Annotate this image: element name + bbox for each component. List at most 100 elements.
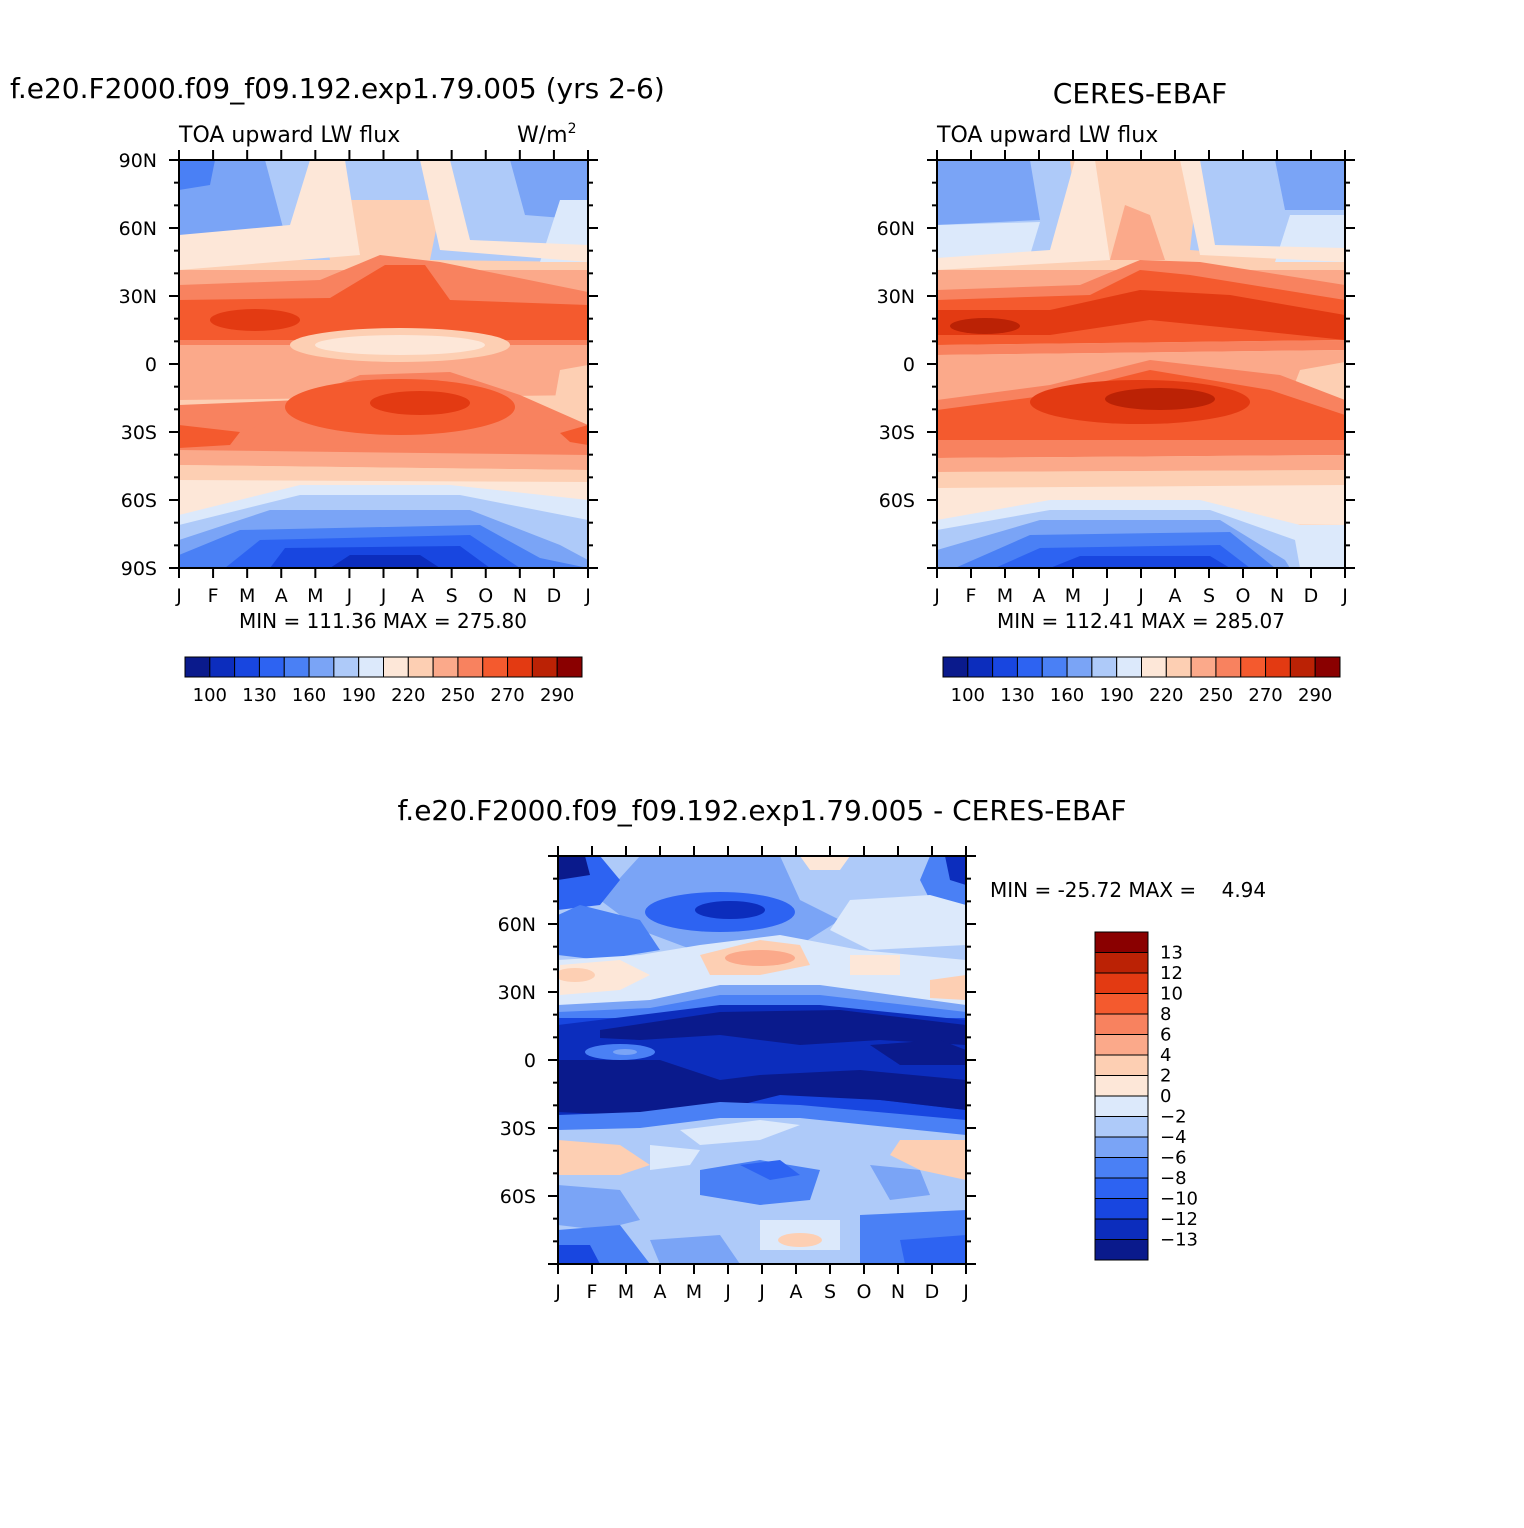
- panel-obs-colorbar: 100 130 160 190 220 250 270 290: [942, 656, 1341, 706]
- colorbar-label: 4: [1160, 1045, 1171, 1066]
- x-tick-label: J: [724, 1281, 731, 1303]
- x-tick-label: N: [1270, 585, 1284, 607]
- colorbar-swatch: [1066, 656, 1093, 678]
- colorbar-label: 8: [1160, 1004, 1171, 1025]
- colorbar-label: −4: [1160, 1127, 1187, 1148]
- colorbar-label: −13: [1160, 1230, 1198, 1251]
- x-tick-label: A: [275, 585, 288, 607]
- x-tick-label: J: [554, 1281, 561, 1303]
- colorbar-label: 130: [242, 685, 276, 706]
- panel-diff-y-ticks: 60N 30N 0 30S 60S: [498, 855, 976, 1265]
- colorbar-swatch: [1314, 656, 1341, 678]
- x-tick-label: N: [513, 585, 527, 607]
- y-tick-label: 0: [903, 354, 915, 376]
- panel-model-units: W/m2: [517, 121, 577, 148]
- panel-model-variable: TOA upward LW flux: [178, 123, 400, 148]
- x-tick-label: F: [208, 585, 219, 607]
- colorbar-swatch: [556, 656, 583, 678]
- colorbar-label: 160: [1050, 685, 1084, 706]
- colorbar-swatch: [1094, 931, 1149, 953]
- colorbar-swatch: [507, 656, 533, 678]
- x-tick-label: M: [307, 585, 323, 607]
- colorbar-swatch: [1190, 656, 1217, 678]
- x-tick-label: J: [584, 585, 591, 607]
- colorbar-label: 100: [951, 685, 985, 706]
- colorbar-swatch: [383, 656, 409, 678]
- colorbar-swatch: [1094, 993, 1149, 1015]
- colorbar-swatch: [308, 656, 335, 678]
- colorbar-swatch: [1094, 1157, 1149, 1179]
- y-tick-label: 30S: [879, 422, 915, 444]
- colorbar-label: −8: [1160, 1168, 1187, 1189]
- x-tick-label: M: [997, 585, 1013, 607]
- x-tick-label: M: [239, 585, 255, 607]
- colorbar-swatch: [1215, 656, 1242, 678]
- colorbar-swatch: [258, 656, 285, 678]
- colorbar-swatch: [992, 656, 1018, 678]
- x-tick-label: O: [478, 585, 493, 607]
- colorbar-label: 220: [391, 685, 425, 706]
- x-tick-label: J: [1103, 585, 1110, 607]
- x-tick-label: O: [857, 1281, 872, 1303]
- panel-model-title: f.e20.F2000.f09_f09.192.exp1.79.005 (yrs…: [10, 72, 665, 105]
- colorbar-label: 10: [1160, 984, 1183, 1005]
- x-tick-label: A: [411, 585, 424, 607]
- colorbar-swatch: [1094, 1218, 1149, 1240]
- colorbar-label: 220: [1149, 685, 1183, 706]
- colorbar-swatch: [1094, 1013, 1149, 1035]
- panel-obs-title: CERES-EBAF: [1053, 77, 1227, 110]
- colorbar-label: 100: [193, 685, 227, 706]
- colorbar-swatch: [1094, 1239, 1149, 1261]
- colorbar-swatch: [283, 656, 310, 678]
- colorbar-swatch: [333, 656, 360, 678]
- x-tick-label: F: [966, 585, 977, 607]
- colorbar-label: 270: [1248, 685, 1282, 706]
- colorbar-label: −2: [1160, 1107, 1187, 1128]
- y-tick-label: 60S: [879, 490, 915, 512]
- colorbar-label: 12: [1160, 963, 1183, 984]
- colorbar-swatch: [184, 656, 211, 678]
- x-tick-label: D: [1304, 585, 1319, 607]
- y-tick-label: 60N: [877, 218, 915, 240]
- y-tick-label: 30N: [119, 286, 157, 308]
- colorbar-swatch: [1094, 1095, 1149, 1117]
- colorbar-label: 190: [342, 685, 376, 706]
- x-tick-label: J: [175, 585, 182, 607]
- colorbar-swatch: [1094, 972, 1149, 994]
- y-tick-label: 60N: [119, 218, 157, 240]
- colorbar-swatch: [942, 656, 969, 678]
- x-tick-label: A: [1169, 585, 1182, 607]
- x-tick-label: A: [654, 1281, 667, 1303]
- colorbar-swatch: [1141, 656, 1167, 678]
- x-tick-label: S: [1203, 585, 1215, 607]
- colorbar-swatch: [1091, 656, 1118, 678]
- colorbar-swatch: [1094, 1198, 1149, 1220]
- x-tick-label: J: [380, 585, 387, 607]
- x-tick-label: A: [1033, 585, 1046, 607]
- colorbar-swatch: [1041, 656, 1068, 678]
- y-tick-label: 60S: [121, 490, 157, 512]
- colorbar-swatch: [1265, 656, 1291, 678]
- panel-obs: CERES-EBAF TOA upward LW flux: [877, 77, 1355, 706]
- x-tick-label: M: [618, 1281, 634, 1303]
- y-tick-label: 60N: [498, 914, 536, 936]
- colorbar-swatch: [531, 656, 558, 678]
- colorbar-label: −10: [1160, 1189, 1198, 1210]
- colorbar-swatch: [1094, 952, 1149, 974]
- colorbar-label: 6: [1160, 1025, 1171, 1046]
- panel-model-colorbar: 100 130 160 190 220 250 270 290: [184, 656, 583, 706]
- x-tick-label: J: [1341, 585, 1348, 607]
- colorbar-swatch: [407, 656, 434, 678]
- panel-diff-field: [558, 856, 966, 1264]
- x-tick-label: M: [1065, 585, 1081, 607]
- colorbar-swatch: [1094, 1054, 1149, 1076]
- y-tick-label: 30S: [500, 1118, 536, 1140]
- colorbar-label: 190: [1100, 685, 1134, 706]
- colorbar-swatch: [1094, 1116, 1149, 1138]
- y-tick-label: 30N: [877, 286, 915, 308]
- panel-obs-field: [937, 160, 1345, 568]
- panel-diff-stats: MIN = -25.72 MAX = 4.94: [990, 878, 1266, 902]
